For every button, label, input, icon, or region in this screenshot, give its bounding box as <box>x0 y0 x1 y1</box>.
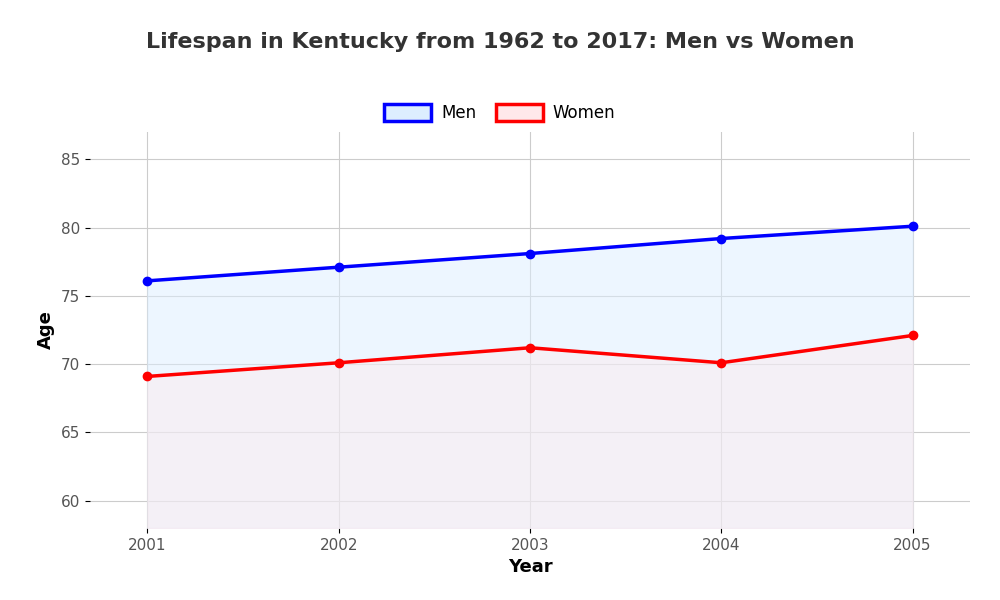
X-axis label: Year: Year <box>508 558 552 576</box>
Text: Lifespan in Kentucky from 1962 to 2017: Men vs Women: Lifespan in Kentucky from 1962 to 2017: … <box>146 32 854 52</box>
Legend: Men, Women: Men, Women <box>376 95 624 130</box>
Y-axis label: Age: Age <box>37 311 55 349</box>
